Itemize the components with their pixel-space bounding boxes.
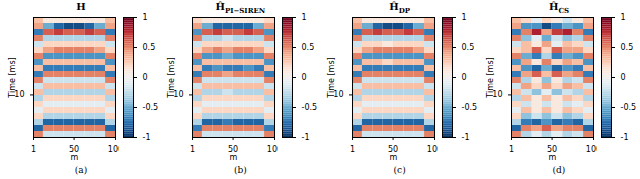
svg-text:50: 50	[69, 145, 80, 155]
svg-text:10: 10	[333, 90, 344, 100]
svg-text:-0.5: -0.5	[302, 103, 318, 112]
svg-text:-1: -1	[461, 133, 469, 142]
svg-text:Time [ms]: Time [ms]	[486, 57, 495, 98]
svg-text:0: 0	[461, 73, 466, 82]
svg-text:m: m	[549, 153, 557, 162]
svg-text:100: 100	[427, 145, 438, 154]
svg-text:1: 1	[143, 13, 148, 22]
svg-text:-0.5: -0.5	[461, 103, 477, 112]
svg-text:-0.5: -0.5	[143, 103, 159, 112]
svg-text:m: m	[230, 153, 238, 162]
svg-text:0: 0	[620, 73, 625, 82]
svg-text:0.5: 0.5	[620, 43, 633, 52]
svg-text:Time [ms]: Time [ms]	[8, 57, 17, 98]
html-text:(c): (c)	[393, 165, 406, 175]
svg-text:1: 1	[190, 145, 195, 154]
svg-text:50: 50	[387, 145, 398, 155]
html-text:ĤPI−SIREN: ĤPI−SIREN	[215, 1, 266, 15]
html-text:(d): (d)	[552, 165, 566, 175]
svg-text:1: 1	[620, 13, 625, 22]
svg-text:m: m	[389, 153, 397, 162]
svg-text:-1: -1	[143, 133, 151, 142]
svg-text:0.5: 0.5	[302, 43, 315, 52]
svg-text:Time [ms]: Time [ms]	[168, 57, 177, 98]
html-text:H: H	[76, 1, 86, 12]
svg-text:1: 1	[350, 145, 355, 154]
svg-text:100: 100	[108, 145, 119, 154]
svg-text:10: 10	[14, 90, 25, 100]
html-text:(a): (a)	[74, 165, 88, 175]
svg-text:m: m	[71, 153, 79, 162]
svg-text:0.5: 0.5	[461, 43, 474, 52]
svg-text:100: 100	[267, 145, 278, 154]
html-text:(b): (b)	[233, 165, 247, 175]
svg-text:Time [ms]: Time [ms]	[327, 57, 336, 98]
svg-text:50: 50	[228, 145, 239, 155]
svg-text:10: 10	[173, 90, 184, 100]
svg-text:1: 1	[31, 145, 36, 154]
html-text:ĤCS: ĤCS	[548, 1, 569, 15]
html-text:ĤDP: ĤDP	[389, 1, 410, 15]
svg-text:-0.5: -0.5	[620, 103, 636, 112]
svg-text:-1: -1	[302, 133, 310, 142]
svg-text:10: 10	[492, 90, 503, 100]
svg-text:-1: -1	[620, 133, 628, 142]
svg-text:1: 1	[461, 13, 466, 22]
svg-text:100: 100	[586, 145, 597, 154]
svg-text:0.5: 0.5	[143, 43, 156, 52]
svg-text:50: 50	[547, 145, 558, 155]
svg-text:0: 0	[302, 73, 307, 82]
svg-text:1: 1	[509, 145, 514, 154]
svg-text:1: 1	[302, 13, 307, 22]
svg-text:0: 0	[143, 73, 148, 82]
